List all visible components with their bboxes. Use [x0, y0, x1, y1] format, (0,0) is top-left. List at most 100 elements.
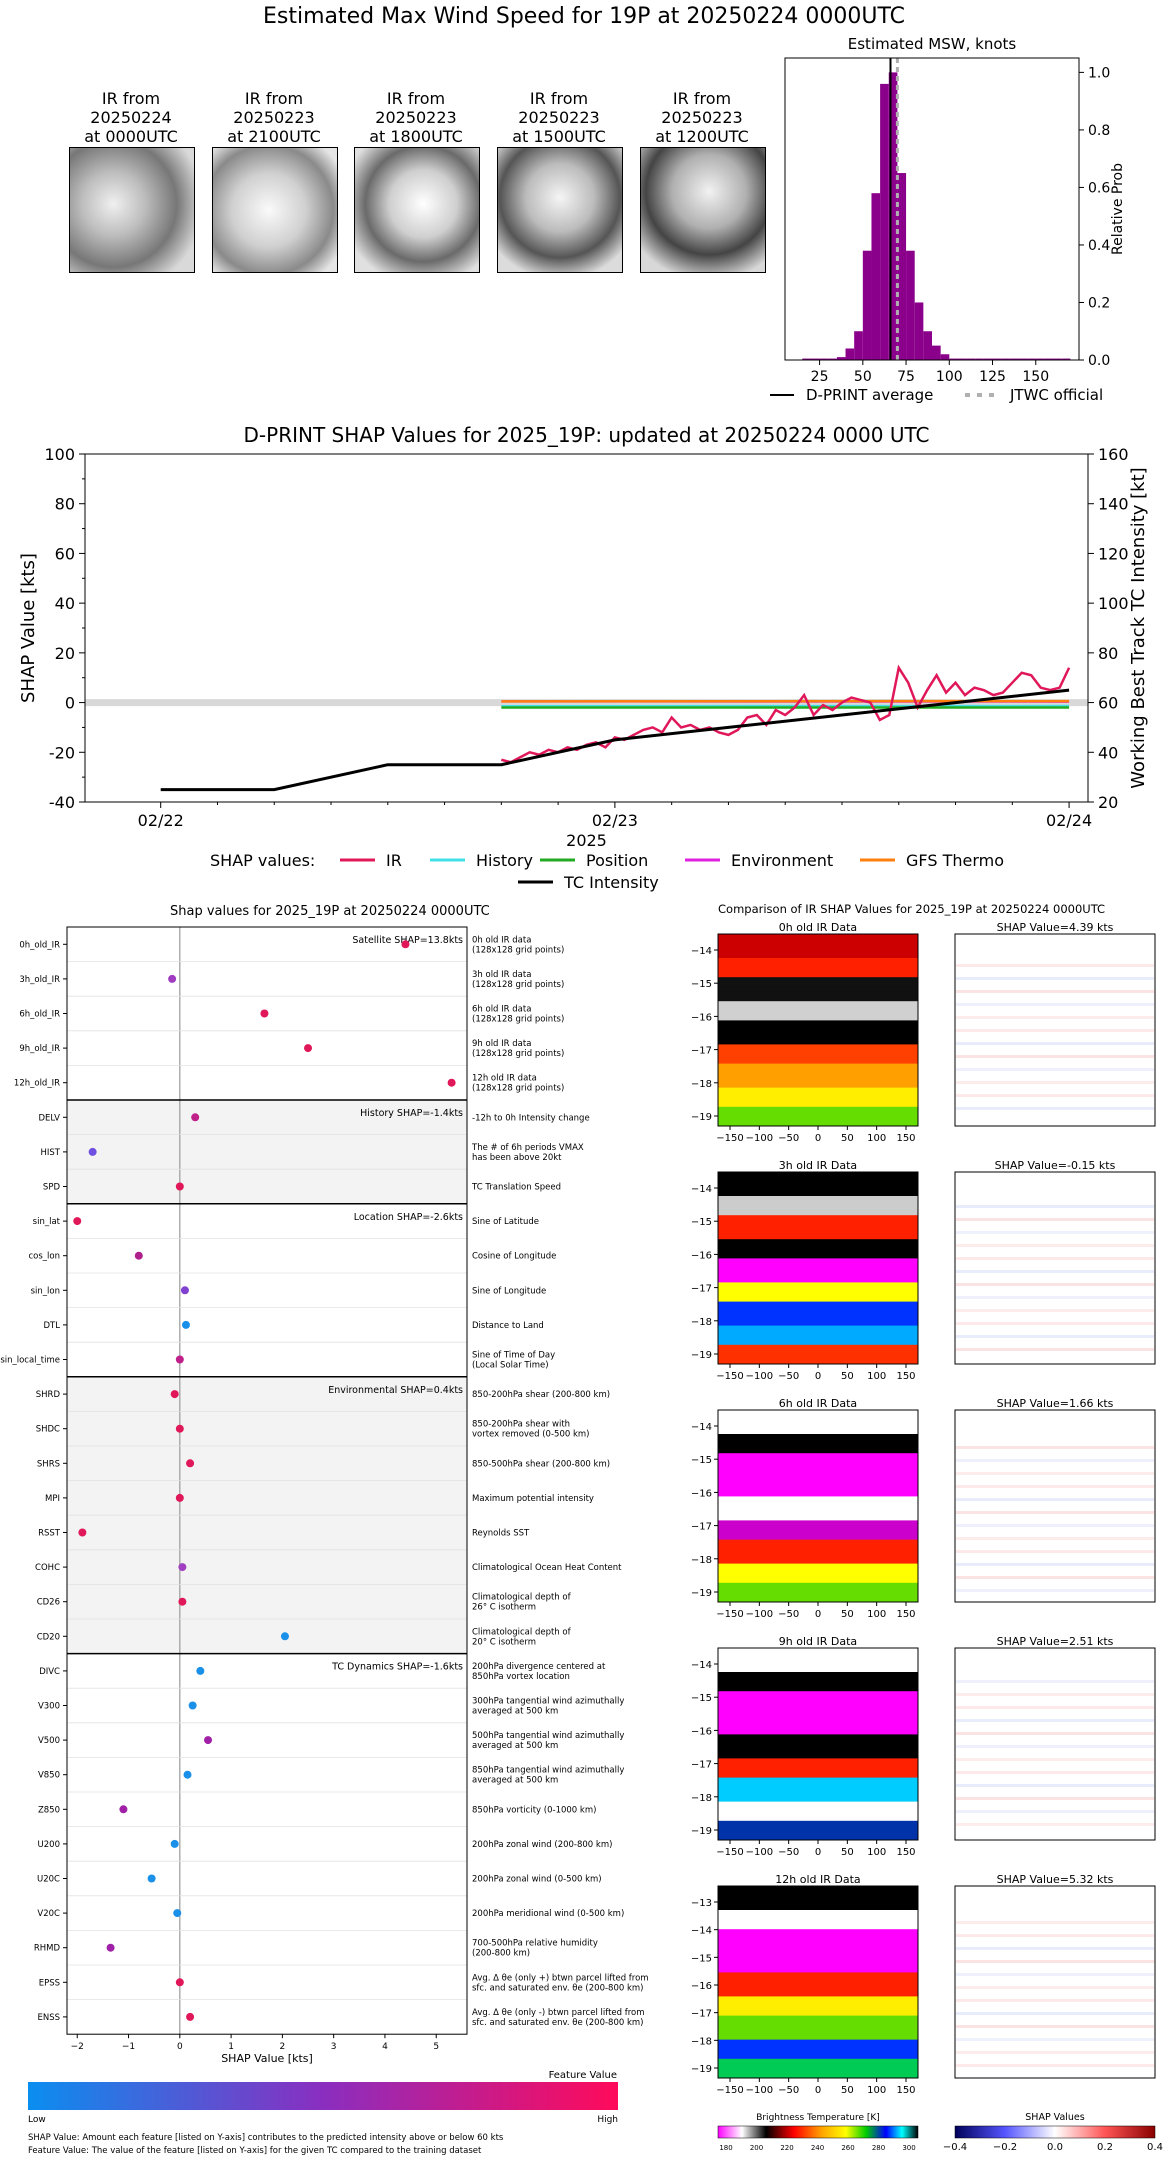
feature-shap-point [175, 1424, 184, 1433]
ir-stripe [718, 1296, 918, 1303]
shap-map-stripe [956, 1758, 1154, 1761]
ir-stripe [718, 1816, 918, 1822]
x-tick-label: 150 [896, 1371, 915, 1382]
feature-name: sin_lat [33, 1217, 61, 1227]
shap-map-stripe [956, 1706, 1154, 1709]
shap-map-stripe [956, 1947, 1154, 1950]
ir-stripe [718, 1672, 918, 1678]
feature-name: DIVC [39, 1667, 60, 1677]
ir-stripe [718, 1340, 918, 1346]
timeseries-ylabel: SHAP Value [kts] [18, 553, 39, 703]
tc-intensity-line [160, 688, 1070, 792]
shap-map-stripe [956, 1524, 1154, 1527]
bt-colorbar-tick: 220 [780, 2144, 793, 2152]
feature-description: (128x128 grid points) [472, 1084, 564, 1094]
x-tick-label: −50 [778, 1371, 799, 1382]
ir-thumbnail-title: IR from 20250223 at 2100UTC [204, 89, 344, 146]
shap-map-stripe [956, 1055, 1154, 1058]
ir-stripe [718, 1582, 918, 1589]
legend-label: IR [386, 851, 402, 870]
x-tick-label: 3 [331, 2042, 337, 2052]
ir-panel-title: 3h old IR Data [779, 1159, 857, 1172]
x-tick-label: −150 [716, 1847, 743, 1858]
ir-stripe [718, 1539, 918, 1545]
feature-name: 6h_old_IR [19, 1010, 60, 1020]
feature-shap-point [78, 1528, 87, 1537]
colorbar-low: Low [28, 2115, 46, 2125]
ir-stripe [718, 2068, 918, 2074]
feature-shap-panel: Satellite SHAP=13.8kts 0h_old_IR 0h old IR… [0, 926, 649, 2156]
feature-name: SHDC [36, 1425, 60, 1435]
feature-name: 0h_old_IR [19, 940, 60, 950]
ir-stripe [718, 1272, 918, 1279]
ir-stripe [718, 1811, 918, 1817]
feature-value-colorbar [28, 2082, 618, 2110]
x-tick-label: −50 [778, 1133, 799, 1144]
y-tick-label: −18 [691, 1793, 712, 1804]
ir-stripe [718, 1015, 918, 1021]
feature-description: 200hPa zonal wind (0-500 km) [472, 1875, 602, 1885]
feature-description: 500hPa tangential wind azimuthally [472, 1731, 624, 1741]
ir-stripe [718, 1325, 918, 1331]
ir-stripe [718, 1467, 918, 1473]
ir-stripe [718, 967, 918, 973]
shap-map-stripe [956, 1309, 1154, 1312]
histogram-bar [802, 358, 811, 360]
ir-stripe [718, 1662, 918, 1668]
ir-stripe [718, 1938, 918, 1945]
x-tick-label: 02/24 [1046, 811, 1092, 830]
feature-shap-point [204, 1736, 213, 1745]
ir-stripe [718, 1205, 918, 1211]
ir-stripe [718, 972, 918, 978]
x-tick-label: −150 [716, 2085, 743, 2096]
feature-description: 850hPa vortex location [472, 1672, 570, 1682]
shap-map-stripe [956, 1719, 1154, 1722]
bt-colorbar-tick: 180 [719, 2144, 732, 2152]
y-tick-label: −18 [691, 1317, 712, 1328]
feature-name: DELV [38, 1113, 60, 1123]
shap-map-stripe [956, 1498, 1154, 1501]
histogram-bar [906, 250, 915, 360]
series-line-ir [501, 664, 1071, 764]
feature-description: 300hPa tangential wind azimuthally [472, 1697, 624, 1707]
shap-map-stripe [956, 1784, 1154, 1787]
x-tick-label: 150 [1022, 369, 1049, 385]
x-tick-label: 25 [811, 369, 829, 385]
ir-stripe [718, 1748, 918, 1755]
shap-map-stripe [956, 1999, 1154, 2002]
ir-stripe [718, 1359, 918, 1365]
ir-stripe [718, 2010, 918, 2017]
y-tick-label: 1.0 [1088, 65, 1110, 81]
y2-tick-label: 160 [1098, 445, 1129, 464]
ir-stripe [718, 1054, 918, 1060]
ir-stripe [718, 958, 918, 964]
feature-description: sfc. and saturated env. θe (200-800 km) [472, 2018, 644, 2028]
feature-description: Avg. Δ θe (only -) btwn parcel lifted fr… [472, 2008, 645, 2018]
shap-map-stripe [956, 1589, 1154, 1592]
y-tick-label: −19 [691, 1826, 712, 1837]
ir-stripe [718, 1691, 918, 1697]
x-tick-label: −50 [778, 2085, 799, 2096]
ir-stripe [718, 1491, 918, 1497]
feature-description: averaged at 500 km [472, 1741, 558, 1751]
y-tick-label: −16 [691, 1981, 712, 1992]
feature-name: SHRD [36, 1390, 61, 1400]
ir-stripe [718, 1772, 918, 1779]
feature-description: Climatological Ocean Heat Content [472, 1563, 622, 1573]
shap-panel-title: SHAP Value=5.32 kts [997, 1873, 1114, 1886]
feature-description: vortex removed (0-500 km) [472, 1430, 589, 1440]
shap-map-stripe [956, 1205, 1154, 1208]
ir-stripe [718, 1268, 918, 1274]
bt-colorbar-tick: 260 [841, 2144, 854, 2152]
ir-stripe [718, 1724, 918, 1731]
shap-map-stripe [956, 1107, 1154, 1110]
footnote-shap: SHAP Value: Amount each feature [listed … [28, 2133, 504, 2143]
feature-description: 200hPa divergence centered at [472, 1662, 606, 1672]
y-tick-label: 40 [55, 594, 75, 613]
y-tick-label: 0.2 [1088, 295, 1110, 311]
histogram-bar [897, 173, 907, 360]
ir-stripe [718, 1948, 918, 1954]
group-title: Environmental SHAP=0.4kts [328, 1385, 463, 1396]
ir-stripe [718, 1092, 918, 1098]
bt-colorbar [717, 2125, 919, 2139]
